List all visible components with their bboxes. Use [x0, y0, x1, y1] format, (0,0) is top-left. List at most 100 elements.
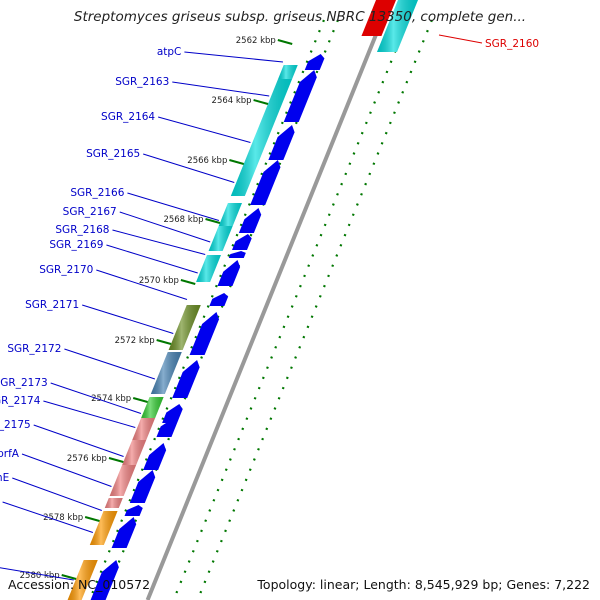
gene-arrow[interactable] [238, 208, 262, 233]
gene-label-prfa[interactable]: prfA [0, 448, 20, 460]
kbp-tick [205, 218, 221, 224]
gene-arrow[interactable] [124, 505, 143, 516]
gene-feature-sgr_2163[interactable] [230, 70, 317, 196]
gene-label-sgr_2170[interactable]: SGR_2170 [39, 264, 93, 276]
kbp-label-9: 2578 kbp [43, 513, 83, 523]
gene-feature-sgr_2179[interactable] [67, 560, 119, 600]
gene-arrow[interactable] [228, 251, 246, 258]
gene-feature-sgr_2168[interactable] [228, 251, 246, 258]
gene-label-sgr_2173[interactable]: SGR_2173 [0, 377, 48, 389]
gene-arrow[interactable] [129, 470, 156, 503]
gene-arrow[interactable] [172, 360, 200, 398]
gene-label-sgr_2169[interactable]: SGR_2169 [49, 239, 103, 251]
gene-block-shade [67, 560, 98, 600]
gene-label-sgr_2171[interactable]: SGR_2171 [25, 299, 79, 311]
kbp-label-6: 2572 kbp [115, 336, 155, 346]
gene-feature-sgr_2164[interactable] [268, 125, 295, 160]
leader-line [33, 424, 124, 457]
gene-feature-rpme[interactable] [104, 498, 143, 516]
gene-feature-atpc[interactable] [278, 54, 325, 79]
gene-block-shade [218, 203, 242, 226]
kbp-tick [180, 279, 196, 285]
kbp-tick [156, 339, 172, 345]
gene-feature-sgr_2170[interactable] [209, 293, 229, 306]
gene-arrow[interactable] [209, 293, 229, 306]
kbp-label-8: 2576 kbp [67, 454, 107, 464]
kbp-label-5: 2570 kbp [139, 276, 179, 286]
gene-arrow[interactable] [232, 234, 252, 250]
chromosome-backbone [145, 0, 392, 600]
kbp-tick [277, 39, 293, 45]
gene-label-sgr_2165[interactable]: SGR_2165 [86, 148, 140, 160]
leader-line [0, 567, 74, 581]
gene-label-sgr_2168[interactable]: SGR_2168 [55, 224, 109, 236]
leader-line [143, 153, 235, 183]
gene-label-sgr_2175[interactable]: SGR_2175 [0, 419, 31, 431]
gene-arrow[interactable] [143, 443, 167, 470]
gene-arrow[interactable] [283, 70, 317, 122]
genes-label: Genes: [506, 577, 551, 592]
gene-block-shade [141, 397, 164, 418]
leader-line [43, 400, 136, 428]
leader-line [119, 211, 211, 243]
leader-line [158, 116, 251, 143]
leader-line [96, 269, 188, 300]
leader-line [127, 192, 220, 221]
gene-label-sgr_2174[interactable]: SGR_2174 [0, 395, 41, 407]
gene-feature-sgr_2174[interactable] [132, 418, 178, 440]
gene-label-sgr_2167[interactable]: SGR_2167 [63, 206, 117, 218]
leader-line [50, 382, 142, 414]
leader-line [64, 348, 156, 380]
leader-line [106, 244, 198, 274]
kbp-tick [108, 457, 124, 463]
gene-feature-sgr_2171[interactable] [168, 305, 220, 355]
gene-features [67, 0, 418, 600]
gene-feature-sgr_2160[interactable] [361, 0, 418, 52]
gene-feature-prfa[interactable] [109, 465, 156, 503]
kbp-label-1: 2562 kbp [236, 36, 276, 46]
gene-feature-sgr_2165[interactable] [250, 160, 281, 205]
gene-feature-sgr_2173[interactable] [141, 397, 183, 423]
gene-label-rpme[interactable]: rpmE [0, 472, 9, 484]
gene-label-sgr_2163[interactable]: SGR_2163 [115, 76, 169, 88]
gene-arrow[interactable] [111, 517, 137, 548]
gene-block[interactable] [361, 0, 396, 36]
gene-label-atpc[interactable]: atpC [157, 46, 182, 58]
kbp-tick [84, 516, 100, 522]
length-label: Length: [363, 577, 411, 592]
kbp-label-2: 2564 kbp [212, 96, 252, 106]
gene-block-shade [230, 79, 293, 196]
accession-label: Accession: [8, 577, 75, 592]
length-value: 8,545,929 bp; [414, 577, 503, 592]
gene-label-sgr_2166[interactable]: SGR_2166 [70, 187, 124, 199]
gene-feature-sgr_2178[interactable] [89, 511, 137, 548]
gene-arrow[interactable] [162, 404, 183, 423]
gene-arrow[interactable] [90, 560, 119, 600]
gene-labels: SGR_2160 atpC SGR_2163 SGR_2164 SGR_2165 SGR_… [0, 34, 539, 581]
gene-arrow[interactable] [217, 260, 241, 286]
gene-feature-sgr_2167[interactable] [208, 226, 252, 251]
gene-arrow[interactable] [156, 418, 178, 437]
gene-feature-sgr_2169[interactable] [196, 255, 241, 286]
gene-block-shade [376, 0, 418, 52]
gene-arrow[interactable] [268, 125, 295, 160]
gene-feature-sgr_2175[interactable] [122, 440, 167, 470]
genes-value: 7,222 [554, 577, 590, 592]
gene-feature-sgr_2166[interactable] [218, 203, 262, 233]
kbp-tick [132, 397, 148, 403]
accession-value: NC_010572 [78, 577, 151, 592]
gene-feature-sgr_2172[interactable] [150, 352, 200, 398]
gene-block-shade [104, 498, 123, 508]
gene-arrow[interactable] [189, 312, 220, 355]
backbone-line [145, 0, 392, 600]
gene-block-shade [208, 226, 233, 251]
gene-arrow[interactable] [304, 54, 325, 70]
gene-block-shade [132, 418, 156, 440]
gene-label-sgr_2164[interactable]: SGR_2164 [101, 111, 155, 123]
kbp-scale-labels: 2562 kbp 2564 kbp 2566 kbp 2568 kbp 2570 kbp… [20, 36, 293, 581]
gene-block-shade [122, 440, 147, 465]
kbp-tick [229, 159, 245, 165]
gene-arrow[interactable] [250, 160, 281, 205]
gene-label-sgr_2172[interactable]: SGR_2172 [7, 343, 61, 355]
gene-label-sgr_2160[interactable]: SGR_2160 [485, 38, 539, 50]
